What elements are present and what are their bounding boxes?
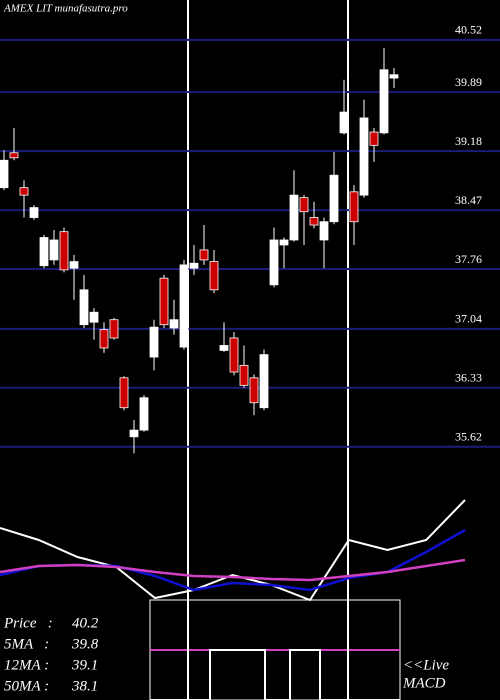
candle-body [109, 319, 119, 339]
info-value: 39.1 [71, 657, 98, 673]
y-tick-label: 37.04 [455, 312, 482, 326]
candle-body [309, 217, 319, 226]
info-label: 12MA : [4, 657, 49, 673]
candle-body [319, 221, 329, 241]
candle-body [0, 159, 9, 189]
candle-body [179, 264, 189, 348]
candle-body [169, 319, 179, 329]
indicator-line [0, 499, 466, 602]
y-tick-label: 38.47 [455, 193, 482, 207]
candle-body [19, 187, 29, 196]
candle-body [389, 74, 399, 79]
y-tick-label: 40.52 [455, 23, 482, 37]
info-label: 50MA : [4, 678, 49, 694]
candle-body [329, 174, 339, 223]
candle-body [39, 237, 49, 267]
candle-body [359, 117, 369, 196]
candle-body [219, 345, 229, 351]
candle-body [79, 289, 89, 326]
candle-body [9, 152, 19, 159]
candle-body [379, 69, 389, 134]
candle-body [349, 191, 359, 223]
candle-body [159, 277, 169, 326]
candle-body [59, 231, 69, 271]
y-tick-label: 37.76 [455, 252, 482, 266]
chart-title: AMEX LIT munafasutra.pro [3, 3, 128, 15]
candle-body [119, 377, 129, 409]
candle-body [369, 131, 379, 146]
candle-body [339, 111, 349, 134]
indicator-line [0, 528, 466, 592]
candle-body [229, 337, 239, 373]
info-value: 39.8 [71, 636, 99, 652]
info-value: 38.1 [71, 678, 98, 694]
candle-body [129, 429, 139, 438]
candle-body [99, 329, 109, 349]
candle-body [209, 261, 219, 291]
candle-body [269, 239, 279, 286]
macd-label: MACD [402, 675, 446, 691]
candle-body [279, 239, 289, 246]
macd-line [150, 649, 400, 700]
candle-body [239, 364, 249, 386]
candle-body [139, 397, 149, 431]
candle-body [299, 197, 309, 213]
candle-body [289, 194, 299, 241]
info-label: Price : [3, 615, 53, 631]
info-value: 40.2 [72, 615, 99, 631]
y-tick-label: 39.89 [455, 75, 482, 89]
candle-body [89, 311, 99, 323]
indicator-line [0, 558, 466, 582]
live-label: <<Live [403, 657, 449, 673]
y-tick-label: 36.33 [455, 371, 482, 385]
candle-body [259, 354, 269, 409]
candle-body [199, 249, 209, 261]
candle-body [149, 326, 159, 358]
candle-body [189, 262, 199, 269]
y-tick-label: 39.18 [455, 134, 482, 148]
candle-body [249, 377, 259, 404]
y-tick-label: 35.62 [455, 429, 482, 443]
candle-body [69, 261, 79, 269]
candle-body [29, 207, 39, 218]
info-label: 5MA : [4, 636, 49, 652]
candle-body [49, 239, 59, 261]
